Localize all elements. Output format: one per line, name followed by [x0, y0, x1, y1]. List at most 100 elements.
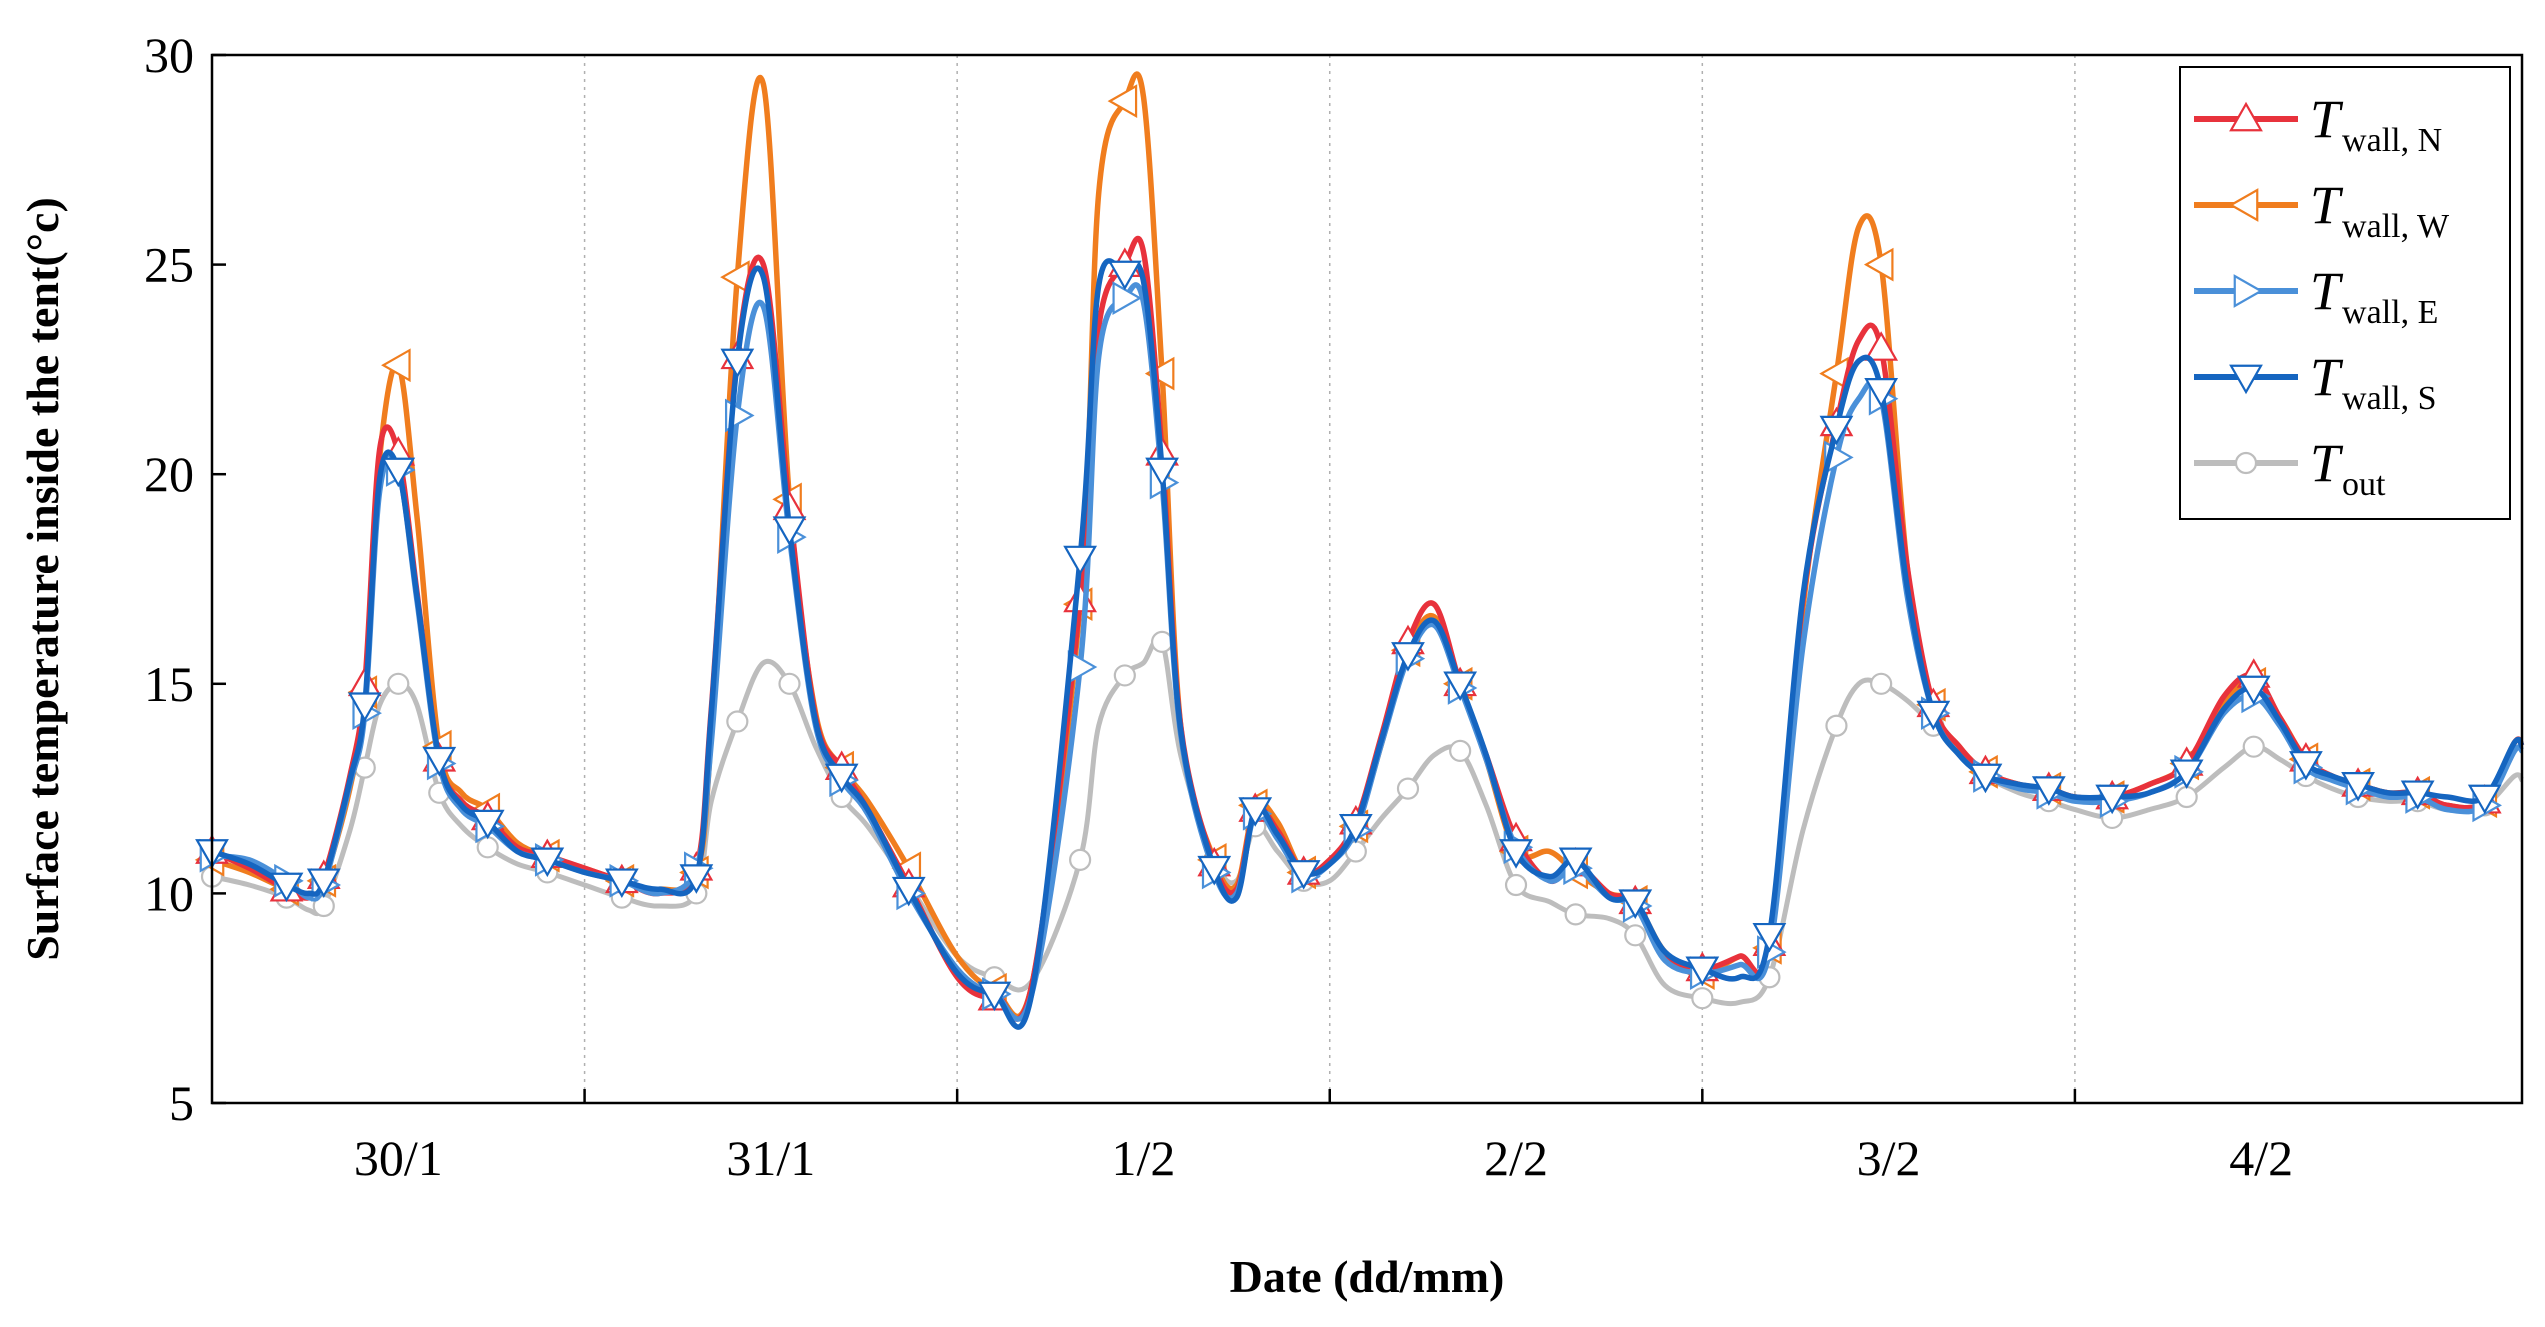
- series-point-t-wall-s: [1752, 922, 1787, 953]
- series-point-t-out: [1150, 630, 1174, 653]
- series-point-t-wall-s: [306, 868, 341, 899]
- x-tick-label-5: 4/2: [2229, 1130, 2293, 1186]
- legend-marker-4: [2234, 451, 2258, 475]
- x-tick-label-0: 30/1: [354, 1130, 443, 1186]
- y-tick-label-2: 15: [144, 656, 194, 712]
- series-point-t-wall-s: [2031, 776, 2066, 806]
- legend-label-1: Twall, W: [2310, 175, 2450, 245]
- y-axis-title: Surface temperature inside the tent(°c): [17, 197, 68, 961]
- series-point-t-wall-w: [1144, 356, 1175, 391]
- series-t-wall-e: [199, 281, 2525, 1022]
- grid-layer: [583, 55, 2076, 1103]
- series-point-t-wall-s: [824, 763, 859, 794]
- series-point-t-wall-s: [1968, 763, 2003, 794]
- series-point-t-wall-s: [269, 872, 304, 903]
- legend-marker-0: [2229, 101, 2263, 132]
- legend: Twall, N Twall, W Twall, E Twall, S Tout: [2179, 66, 2511, 520]
- series-point-t-wall-s: [1391, 642, 1425, 672]
- series-point-t-out: [726, 710, 749, 733]
- y-tick-label-0: 5: [169, 1075, 194, 1131]
- series-point-t-wall-s: [2341, 772, 2375, 802]
- series-point-t-wall-s: [1286, 860, 1321, 890]
- series-point-t-out: [1396, 777, 1420, 800]
- legend-marker-1: [2228, 188, 2259, 222]
- y-tick-label-1: 10: [144, 865, 194, 921]
- series-point-t-wall-s: [2400, 780, 2435, 811]
- series-point-t-wall-n: [1864, 331, 1899, 361]
- series-line-t-wall-n: [210, 235, 2525, 1022]
- series-point-t-out: [2175, 785, 2198, 809]
- series-point-t-wall-s: [422, 746, 457, 777]
- series-point-t-wall-s: [2467, 784, 2502, 815]
- series-point-t-wall-s: [1864, 378, 1899, 408]
- legend-marker-3: [2229, 364, 2263, 395]
- plot-frame: [210, 53, 2524, 1105]
- series-point-t-out: [778, 672, 801, 695]
- legend-label-2: Twall, E: [2310, 261, 2438, 331]
- y-tick-label-3: 20: [144, 446, 194, 502]
- series-line-t-wall-e: [211, 282, 2525, 1022]
- legend-label-3: Twall, S: [2310, 347, 2437, 417]
- series-point-t-wall-w: [1107, 84, 1138, 119]
- series-point-t-wall-s: [1238, 797, 1273, 827]
- series-point-t-wall-s: [2169, 759, 2204, 790]
- series-point-t-wall-s: [1443, 671, 1478, 702]
- series-t-wall-n: [195, 235, 2525, 1022]
- series-point-t-out: [1113, 664, 1136, 687]
- series-point-t-wall-s: [381, 457, 416, 488]
- series-point-t-wall-s: [1819, 415, 1854, 446]
- series-point-t-out: [1564, 903, 1587, 926]
- legend-marker-2: [2233, 274, 2264, 308]
- series-point-t-wall-s: [1558, 847, 1593, 878]
- series-point-t-out: [1069, 848, 1092, 871]
- series-point-t-wall-s: [1197, 855, 1232, 886]
- y-tick-label-5: 30: [144, 27, 194, 83]
- x-tick-label-4: 3/2: [1857, 1130, 1921, 1186]
- axis-layer: 5 10 15 20 25 30 30/1 31/1 1/2 2/2 3/2 4/2: [144, 27, 2293, 1186]
- series-point-t-wall-e: [1112, 281, 1143, 316]
- series-point-t-wall-s: [720, 348, 755, 379]
- series-point-t-wall-s: [891, 876, 926, 907]
- series-point-t-wall-w: [1863, 247, 1894, 282]
- series-point-t-wall-s: [604, 868, 639, 899]
- series-point-t-wall-s: [1916, 700, 1951, 731]
- series-point-t-out: [1870, 672, 1893, 695]
- series-point-t-wall-s: [2095, 784, 2130, 815]
- legend-label-4: Tout: [2310, 433, 2386, 503]
- x-tick-label-2: 1/2: [1111, 1130, 1175, 1186]
- series-point-t-out: [1825, 714, 1848, 737]
- series-point-t-out: [476, 836, 499, 859]
- series-layer: [194, 71, 2525, 1030]
- series-point-t-out: [1449, 739, 1472, 762]
- series-point-t-wall-s: [2236, 675, 2271, 706]
- series-point-t-wall-s: [1685, 956, 1720, 987]
- x-tick-label-3: 2/2: [1484, 1130, 1548, 1186]
- series-point-t-wall-s: [1145, 457, 1179, 488]
- series-point-t-wall-s: [470, 809, 505, 840]
- series-point-t-wall-s: [1499, 839, 1533, 869]
- series-point-t-out: [387, 672, 410, 695]
- series-point-t-wall-w: [381, 348, 411, 383]
- series-point-t-wall-s: [530, 847, 565, 878]
- legend-label-0: Twall, N: [2310, 89, 2442, 159]
- series-point-t-wall-s: [347, 692, 382, 722]
- x-axis-title: Date (dd/mm): [1230, 1251, 1505, 1302]
- y-tick-label-4: 25: [144, 237, 194, 293]
- series-point-t-out: [1624, 924, 1647, 947]
- series-point-t-out: [1504, 873, 1528, 897]
- series-point-t-wall-s: [1338, 813, 1373, 844]
- series-t-wall-s: [195, 258, 2525, 1030]
- series-point-t-out: [1691, 987, 1714, 1010]
- series-point-t-wall-s: [2289, 751, 2323, 781]
- x-tick-label-1: 31/1: [726, 1130, 815, 1186]
- series-point-t-wall-s: [1618, 889, 1653, 920]
- series-point-t-wall-s: [772, 516, 807, 546]
- series-point-t-out: [2242, 735, 2265, 758]
- series-point-t-wall-s: [1063, 545, 1098, 576]
- series-line-t-wall-s: [211, 258, 2525, 1030]
- series-point-t-wall-s: [679, 864, 714, 894]
- series-point-t-wall-s: [1107, 260, 1142, 291]
- series-point-t-wall-s: [977, 981, 1012, 1012]
